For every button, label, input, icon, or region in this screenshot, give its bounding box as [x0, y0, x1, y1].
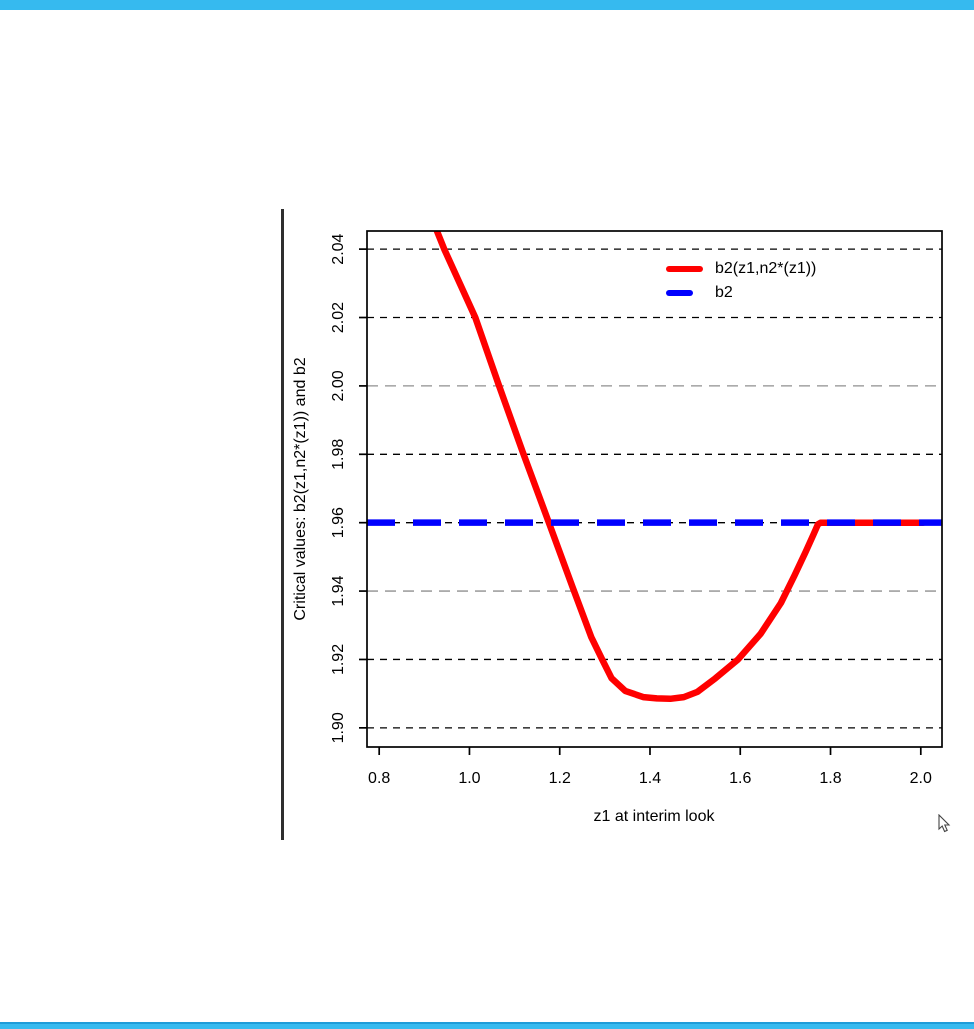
y-tick-label-2.04: 2.04 — [330, 233, 347, 264]
legend-label: b2(z1,n2*(z1)) — [715, 260, 817, 277]
window-bottom-bar — [0, 1024, 974, 1029]
x-tick-label-0.8: 0.8 — [368, 770, 390, 787]
x-tick-label-1: 1.0 — [458, 770, 480, 787]
window-top-bar — [0, 0, 974, 10]
window-bottom-accent-line — [0, 1022, 974, 1024]
left-panel-divider — [281, 209, 284, 840]
y-axis-title: Critical values: b2(z1,n2*(z1)) and b2 — [292, 357, 309, 621]
red-solid-line-icon — [666, 266, 703, 272]
x-tick-label-1.6: 1.6 — [729, 770, 751, 787]
legend-label: b2 — [715, 284, 733, 301]
blue-dashed-line-icon — [666, 290, 693, 296]
y-tick-label-1.98: 1.98 — [330, 439, 347, 470]
legend-red-line-sample — [666, 266, 703, 272]
y-tick-label-2: 2.00 — [330, 370, 347, 401]
y-tick-label-1.9: 1.90 — [330, 712, 347, 743]
y-tick-label-1.94: 1.94 — [330, 575, 347, 606]
x-axis-title: z1 at interim look — [593, 808, 715, 825]
x-tick-label-1.2: 1.2 — [549, 770, 571, 787]
x-tick-label-2: 2.0 — [910, 770, 932, 787]
legend-entry-b2: b2 — [666, 281, 816, 305]
y-tick-label-1.92: 1.92 — [330, 644, 347, 675]
series-line-b2(z1,n2*(z1)) — [433, 231, 927, 703]
legend-blue-dash-sample — [666, 290, 703, 296]
plot-border — [366, 230, 943, 748]
chart-legend: b2(z1,n2*(z1)) b2 — [666, 257, 816, 305]
x-tick-label-1.4: 1.4 — [639, 770, 661, 787]
y-tick-label-1.96: 1.96 — [330, 507, 347, 538]
legend-entry-b2-adaptive: b2(z1,n2*(z1)) — [666, 257, 816, 281]
y-tick-label-2.02: 2.02 — [330, 302, 347, 333]
x-tick-label-1.8: 1.8 — [819, 770, 841, 787]
mouse-cursor-icon — [938, 814, 951, 833]
